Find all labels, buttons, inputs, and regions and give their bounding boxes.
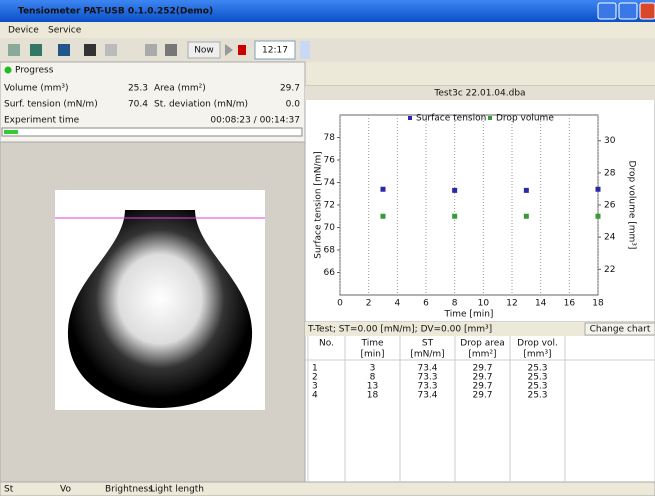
status-field: St: [4, 485, 14, 495]
table-cell: 18: [367, 391, 379, 401]
x-tick-label: 4: [394, 299, 400, 309]
y-tick-label: 76: [324, 156, 336, 166]
status-bar: [0, 482, 655, 496]
app-window: Tensiometer PAT-USB 0.1.0.252(Demo) Devic…: [0, 0, 655, 496]
field-value: 70.4: [128, 100, 148, 110]
x-tick-label: 0: [337, 299, 343, 309]
data-point: [381, 187, 386, 192]
table-cell: 73.4: [417, 391, 437, 401]
field-label: St. deviation (mN/m): [154, 100, 248, 110]
x-tick-label: 14: [535, 299, 547, 309]
menu-item[interactable]: Service: [48, 26, 82, 36]
status-led: [5, 67, 12, 74]
x-axis-label: Time [min]: [444, 310, 494, 320]
legend-marker: [408, 116, 412, 120]
change-chart-label: Change chart: [590, 325, 651, 335]
legend-marker: [488, 116, 492, 120]
progress-fill: [4, 130, 18, 134]
x-tick-label: 2: [366, 299, 372, 309]
column-unit: [mN/m]: [410, 350, 444, 360]
data-point: [452, 214, 457, 219]
legend-label: Surface tension: [416, 114, 486, 124]
y-tick-label: 68: [324, 246, 336, 256]
window-title: Tensiometer PAT-USB 0.1.0.252(Demo): [18, 7, 213, 17]
close-button[interactable]: [640, 3, 655, 19]
y-tick-label: 66: [324, 268, 336, 278]
y-axis-label: Surface tension [mN/m]: [314, 151, 324, 259]
field-value: 25.3: [128, 84, 148, 94]
y-tick-label: 70: [324, 223, 336, 233]
status-field: Vo: [60, 485, 71, 495]
y2-tick-label: 24: [604, 233, 616, 243]
column-header: No.: [319, 339, 334, 349]
y2-axis-label: Drop volume [mm³]: [627, 161, 637, 250]
x-tick-label: 12: [506, 299, 517, 309]
table-cell: 4: [312, 391, 318, 401]
y-tick-label: 78: [324, 133, 336, 143]
y-tick-label: 74: [324, 178, 336, 188]
status-field: Light length: [150, 485, 204, 495]
minimize-button[interactable]: [598, 3, 616, 19]
field-value: 0.0: [286, 100, 301, 110]
x-tick-label: 16: [564, 299, 576, 309]
progress-label: Progress: [15, 66, 54, 76]
chart-title: Test3c 22.01.04.dba: [433, 89, 525, 99]
column-unit: [mm²]: [468, 350, 496, 360]
maximize-button[interactable]: [619, 3, 637, 19]
table-caption: T-Test; ST=0.00 [mN/m]; DV=0.00 [mm³]: [307, 325, 492, 335]
y2-tick-label: 26: [604, 201, 616, 211]
field-value: 29.7: [280, 84, 300, 94]
column-header: Drop area: [460, 339, 505, 349]
column-unit: [mm³]: [523, 350, 551, 360]
y-tick-label: 72: [324, 201, 335, 211]
data-point: [524, 214, 529, 219]
x-tick-label: 18: [592, 299, 604, 309]
time-label: Experiment time: [4, 116, 80, 126]
x-tick-label: 8: [452, 299, 458, 309]
column-unit: [min]: [361, 350, 385, 360]
table-cell: 25.3: [527, 391, 547, 401]
data-point: [596, 187, 601, 192]
field-label: Surf. tension (mN/m): [4, 100, 98, 110]
data-point: [381, 214, 386, 219]
now-button[interactable]: Now: [194, 46, 214, 56]
status-field: Brightness: [105, 485, 153, 495]
x-tick-label: 6: [423, 299, 429, 309]
time-value: 00:08:23 / 00:14:37: [210, 116, 300, 126]
y2-tick-label: 28: [604, 168, 616, 178]
column-header: Drop vol.: [517, 339, 558, 349]
data-point: [452, 188, 457, 193]
column-header: Time: [360, 339, 383, 349]
data-point: [596, 214, 601, 219]
column-header: ST: [422, 339, 434, 349]
field-label: Area (mm²): [154, 84, 206, 94]
data-point: [524, 188, 529, 193]
y2-tick-label: 22: [604, 265, 615, 275]
field-label: Volume (mm³): [4, 84, 69, 94]
menu-item[interactable]: Device: [8, 26, 39, 36]
legend-label: Drop volume: [496, 114, 554, 124]
y2-tick-label: 30: [604, 136, 616, 146]
progress-bar: [2, 128, 302, 136]
time-field: 12:17: [262, 46, 288, 56]
x-tick-label: 10: [478, 299, 490, 309]
table-cell: 29.7: [472, 391, 492, 401]
toolbar: [0, 38, 655, 62]
